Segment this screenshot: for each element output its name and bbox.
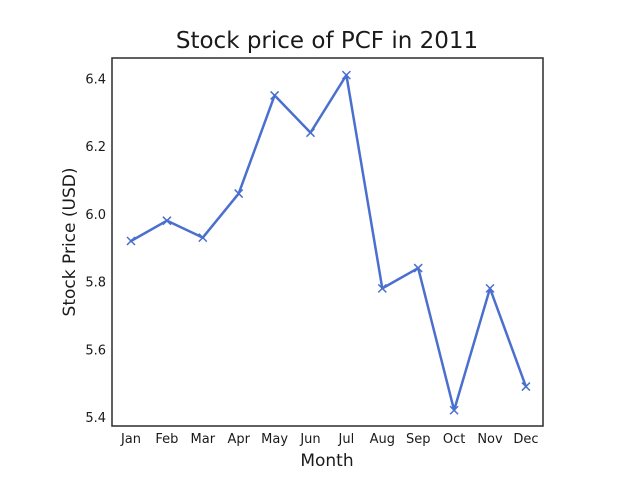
data-point-marker bbox=[305, 128, 316, 138]
data-point-marker bbox=[126, 236, 136, 246]
y-tick-label: 5.8 bbox=[85, 276, 106, 291]
y-tick-label: 5.4 bbox=[85, 411, 106, 426]
chart-title: Stock price of PCF in 2011 bbox=[176, 28, 478, 54]
x-tick-label: Aug bbox=[370, 432, 395, 447]
data-point-marker bbox=[521, 382, 531, 392]
ticks-layer: Jan Feb Mar Apr May Jun Jul Aug Sep Oct Nov Dec 5.4 5… bbox=[85, 73, 538, 448]
data-point-marker bbox=[234, 189, 244, 199]
x-tick-label: Sep bbox=[406, 432, 431, 447]
data-point-marker bbox=[485, 283, 495, 293]
x-tick-label: Apr bbox=[227, 432, 250, 447]
x-tick-label: Jul bbox=[338, 432, 355, 447]
x-tick-label: Jan bbox=[120, 432, 141, 447]
data-point-marker bbox=[377, 283, 387, 293]
plot-frame bbox=[111, 57, 544, 427]
x-tick-label: Dec bbox=[513, 432, 538, 447]
series-layer bbox=[126, 70, 531, 415]
data-point-marker bbox=[413, 263, 423, 273]
data-point-marker bbox=[162, 216, 172, 226]
data-point-marker bbox=[341, 70, 351, 80]
y-tick-label: 5.6 bbox=[85, 343, 106, 358]
data-point-marker bbox=[449, 405, 459, 415]
x-tick-label: Mar bbox=[191, 432, 216, 447]
y-tick-label: 6.0 bbox=[85, 208, 106, 223]
y-tick-label: 6.2 bbox=[85, 140, 106, 155]
x-tick-label: Nov bbox=[477, 432, 503, 447]
data-point-marker bbox=[198, 233, 208, 243]
data-point-marker bbox=[270, 90, 280, 100]
x-axis-label: Month bbox=[300, 451, 353, 471]
series-line bbox=[129, 73, 528, 412]
x-tick-label: Feb bbox=[155, 432, 178, 447]
y-tick-label: 6.4 bbox=[85, 73, 106, 88]
x-tick-label: May bbox=[261, 432, 288, 447]
y-axis-label: Stock Price (USD) bbox=[60, 168, 80, 317]
x-tick-label: Oct bbox=[443, 432, 465, 447]
x-tick-label: Jun bbox=[299, 432, 320, 447]
